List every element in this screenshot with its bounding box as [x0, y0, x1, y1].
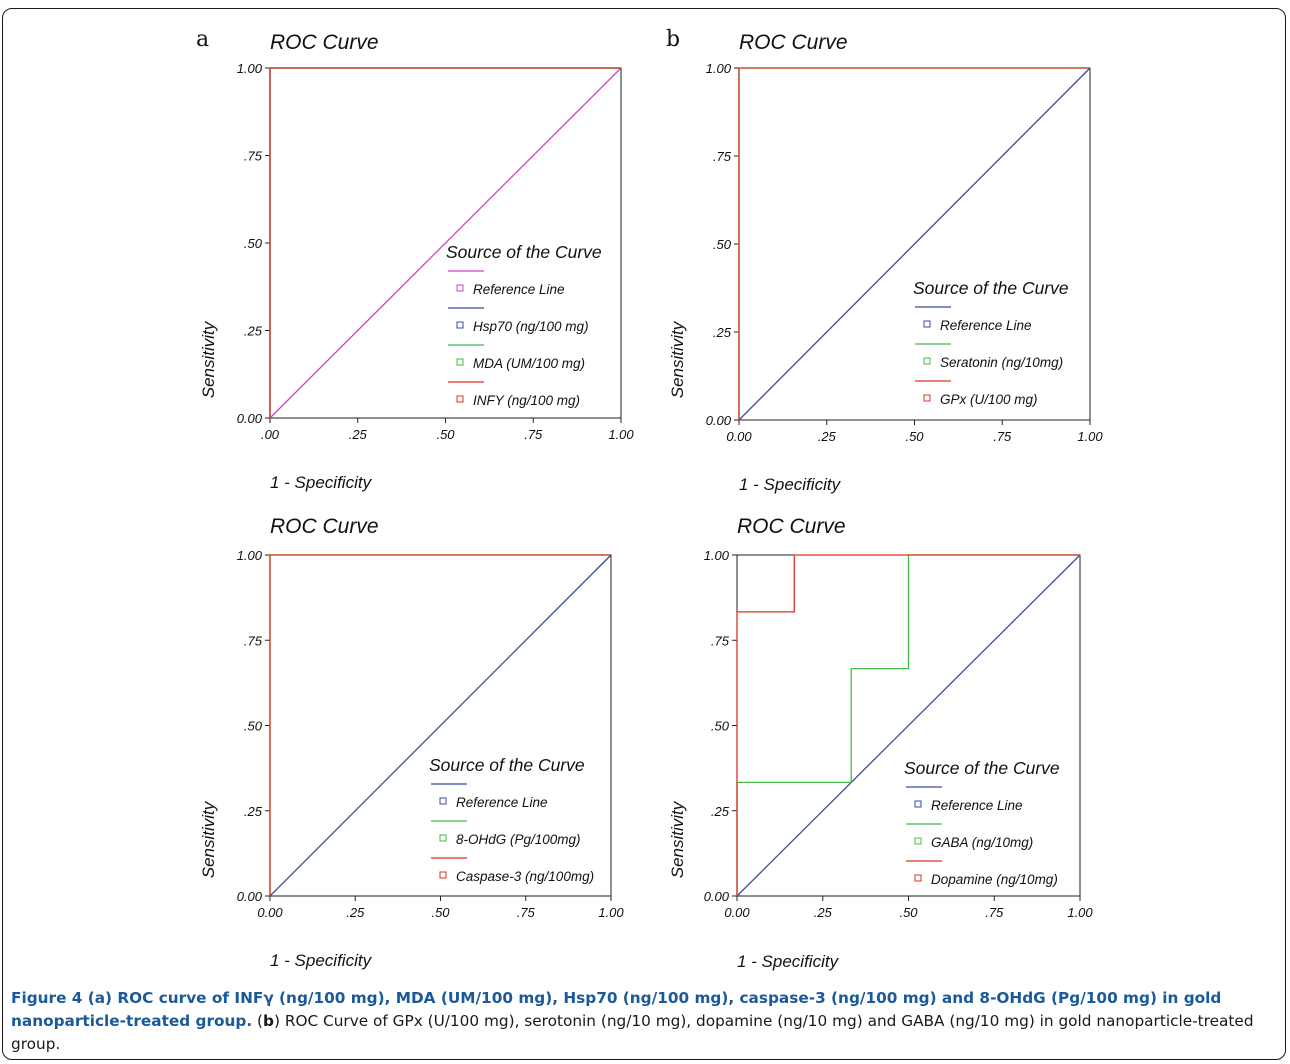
caption-bold-text: Figure 4 (a) ROC curve of INFγ (ng/100 m…	[11, 989, 1222, 1030]
chart-2-legend-label-1: Reference Line	[940, 318, 1032, 333]
chart-1-x-axis-label: 1 - Specificity	[270, 473, 373, 492]
chart-1-legend-label-2: Hsp70 (ng/100 mg)	[473, 319, 589, 334]
chart-2-legend-marker-1	[923, 320, 931, 328]
chart-1-y-tick-label: .25	[244, 324, 263, 339]
chart-3-legend-label-3: Caspase-3 (ng/100mg)	[456, 869, 594, 884]
chart-2-x-tick-label: .25	[818, 429, 837, 444]
chart-2-x-axis-label: 1 - Specificity	[739, 475, 842, 494]
chart-4-x-tick-label: .75	[985, 905, 1004, 920]
chart-3-x-tick-label: 0.00	[257, 905, 283, 920]
chart-1-panel-letter: a	[196, 27, 209, 52]
chart-3-legend-marker-3	[439, 871, 447, 879]
chart-1-x-tick-label: .50	[436, 427, 455, 442]
chart-4-y-tick-label: .75	[711, 633, 730, 648]
chart-4-legend-marker-3	[914, 874, 922, 882]
chart-3-legend-marker-1	[439, 797, 447, 805]
chart-3-x-tick-label: 1.00	[598, 905, 624, 920]
chart-2-y-tick-label: .75	[713, 149, 732, 164]
chart-4-legend-marker-1	[914, 800, 922, 808]
chart-1-y-tick-label: 0.00	[237, 411, 263, 426]
chart-4-y-tick-label: 1.00	[704, 548, 730, 563]
chart-4-x-tick-label: .50	[899, 905, 918, 920]
chart-4-y-axis-label: Sensitivity	[668, 800, 687, 878]
chart-2-title: ROC Curve	[739, 31, 848, 54]
chart-2-legend-label-2: Seratonin (ng/10mg)	[940, 355, 1063, 370]
chart-2-x-tick-label: .75	[993, 429, 1012, 444]
chart-2-panel-letter: b	[666, 27, 680, 52]
chart-1-y-tick-label: .75	[244, 149, 263, 164]
chart-4-legend-label-1: Reference Line	[931, 798, 1023, 813]
chart-4-legend-label-3: Dopamine (ng/10mg)	[931, 872, 1058, 887]
chart-2-series-line-1	[738, 67, 1091, 421]
chart-3-x-axis-label: 1 - Specificity	[270, 951, 373, 970]
chart-1-x-tick-label: 1.00	[608, 427, 634, 442]
chart-2-legend-label-3: GPx (U/100 mg)	[940, 392, 1038, 407]
chart-3-y-tick-label: .50	[244, 719, 263, 734]
chart-1-legend-title: Source of the Curve	[446, 242, 602, 262]
chart-3-y-tick-label: .75	[244, 633, 263, 648]
chart-3-y-tick-label: 0.00	[237, 889, 263, 904]
chart-1-legend-marker-3	[456, 358, 464, 366]
chart-4-title: ROC Curve	[737, 515, 846, 538]
chart-4-x-tick-label: .25	[814, 905, 833, 920]
chart-1-legend-label-1: Reference Line	[473, 282, 565, 297]
chart-3-x-tick-label: .75	[517, 905, 536, 920]
chart-1-y-tick-label: .50	[244, 236, 263, 251]
chart-1-title: ROC Curve	[270, 31, 379, 54]
caption-rest-text: ) ROC Curve of GPx (U/100 mg), serotonin…	[11, 1012, 1254, 1053]
chart-2-legend-marker-3	[923, 394, 931, 402]
chart-4-y-tick-label: .25	[711, 804, 730, 819]
chart-3-series-line-3	[269, 554, 611, 896]
chart-1-legend-label-3: MDA (UM/100 mg)	[473, 356, 585, 371]
chart-3-x-tick-label: .25	[346, 905, 365, 920]
caption-panel-b-letter: b	[263, 1012, 274, 1030]
chart-4-series-line-1	[736, 554, 1081, 897]
chart-2-y-tick-label: 0.00	[706, 413, 732, 428]
chart-3-y-axis-label: Sensitivity	[199, 800, 218, 878]
chart-3-legend-marker-2	[439, 834, 447, 842]
chart-2-x-tick-label: .50	[905, 429, 924, 444]
chart-4-legend-title: Source of the Curve	[904, 758, 1060, 778]
chart-4-y-tick-label: 0.00	[704, 889, 730, 904]
chart-1-legend-marker-2	[456, 321, 464, 329]
chart-3-legend-label-2: 8-OHdG (Pg/100mg)	[456, 832, 581, 847]
chart-3-series-line-1	[269, 554, 612, 897]
chart-2-legend-marker-2	[923, 357, 931, 365]
chart-3-legend-label-1: Reference Line	[456, 795, 548, 810]
chart-2-legend-title: Source of the Curve	[913, 278, 1069, 298]
chart-2-series-line-3	[738, 67, 1090, 420]
chart-3-x-tick-label: .50	[431, 905, 450, 920]
chart-4-y-tick-label: .50	[711, 719, 730, 734]
chart-1-x-tick-label: .25	[349, 427, 368, 442]
chart-2-y-tick-label: .50	[713, 237, 732, 252]
roc-charts: a ROC Curve 0.00 .25 .50 .75 1.00 .00 .25 .50 .75 1…	[196, 27, 1103, 971]
chart-3-y-tick-label: 1.00	[237, 548, 263, 563]
chart-1-y-axis-label: Sensitivity	[199, 320, 218, 398]
chart-1-legend-label-4: INFY (ng/100 mg)	[473, 393, 580, 408]
chart-1-series-line-1	[269, 67, 622, 419]
chart-2-x-tick-label: 1.00	[1077, 429, 1103, 444]
chart-1-x-tick-label: .75	[524, 427, 543, 442]
figure-caption: Figure 4 (a) ROC curve of INFγ (ng/100 m…	[11, 987, 1279, 1056]
chart-4-x-axis-label: 1 - Specificity	[737, 952, 840, 971]
chart-3-y-tick-label: .25	[244, 804, 263, 819]
chart-1-legend-marker-1	[456, 284, 464, 292]
chart-4-x-tick-label: 1.00	[1067, 905, 1093, 920]
chart-2-y-tick-label: .25	[713, 325, 732, 340]
chart-3-legend-title: Source of the Curve	[429, 755, 585, 775]
chart-1-y-tick-label: 1.00	[237, 61, 263, 76]
chart-1-series-line-4	[269, 67, 621, 418]
figure-frame	[2, 8, 1286, 1060]
chart-2-y-axis-label: Sensitivity	[668, 320, 687, 398]
chart-2-x-tick-label: 0.00	[726, 429, 752, 444]
chart-1-x-tick-label: .00	[261, 427, 280, 442]
chart-4-x-tick-label: 0.00	[724, 905, 750, 920]
chart-2-y-tick-label: 1.00	[706, 61, 732, 76]
chart-4-legend-marker-2	[914, 837, 922, 845]
caption-open-paren: (	[252, 1012, 264, 1030]
chart-4-series-line-3	[736, 554, 1080, 896]
chart-3-title: ROC Curve	[270, 515, 379, 538]
chart-1-legend-marker-4	[456, 395, 464, 403]
chart-4-legend-label-2: GABA (ng/10mg)	[931, 835, 1033, 850]
